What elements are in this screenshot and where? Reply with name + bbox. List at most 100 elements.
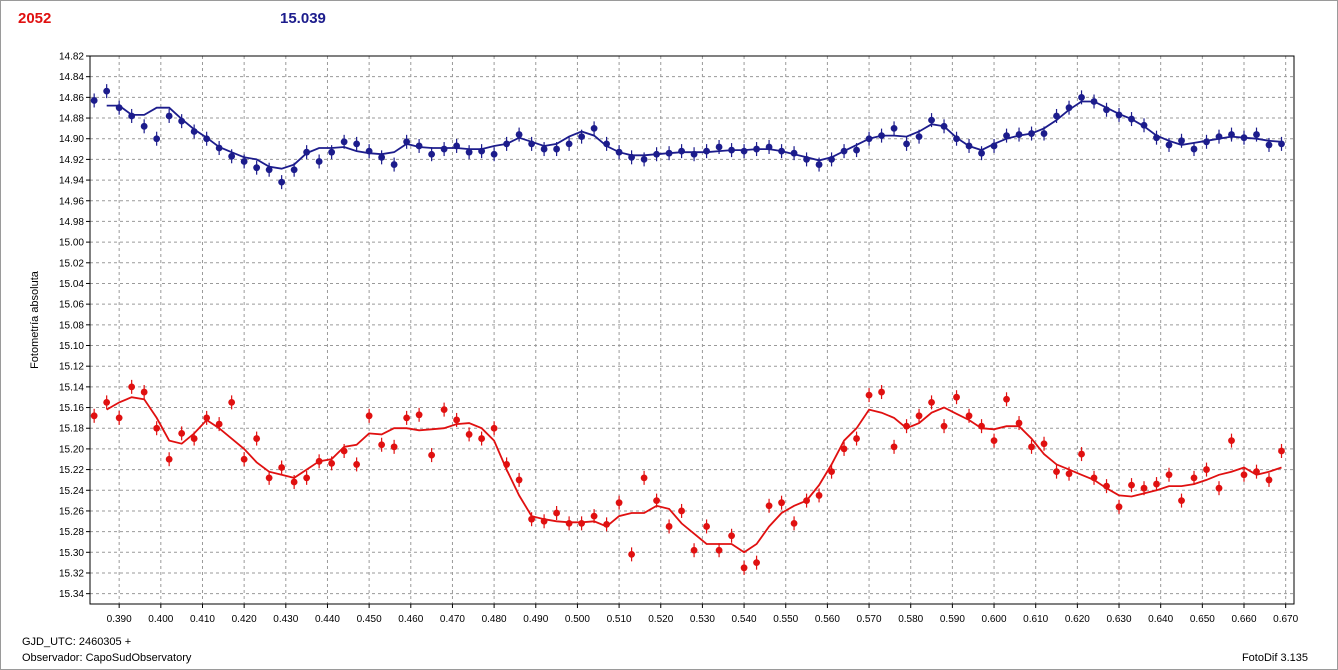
data-point	[865, 391, 873, 399]
data-point	[240, 455, 248, 463]
y-tick-label: 14.84	[59, 72, 84, 83]
x-tick-label: 0.470	[440, 614, 465, 625]
data-point	[1128, 481, 1135, 489]
data-point	[290, 166, 298, 174]
data-point	[103, 87, 111, 95]
data-point	[928, 398, 935, 406]
y-tick-label: 15.10	[59, 341, 84, 352]
data-point	[115, 104, 123, 112]
data-point	[940, 122, 948, 130]
data-point	[428, 150, 436, 158]
data-point	[90, 412, 98, 420]
data-point	[140, 388, 148, 396]
x-tick-label: 0.650	[1190, 614, 1215, 625]
x-tick-label: 0.640	[1148, 614, 1173, 625]
data-point	[603, 520, 610, 528]
data-point	[890, 443, 898, 451]
data-point	[1153, 480, 1160, 488]
data-point	[153, 135, 161, 143]
y-tick-label: 14.96	[59, 196, 84, 207]
series-group	[90, 84, 1285, 575]
data-point	[315, 457, 323, 465]
data-point	[353, 461, 361, 468]
y-tick-label: 15.02	[59, 258, 84, 269]
data-point	[703, 147, 710, 155]
data-point	[1115, 503, 1123, 511]
data-point	[1053, 112, 1060, 120]
data-point	[928, 116, 935, 124]
data-point	[728, 146, 735, 154]
y-tick-label: 15.00	[59, 238, 84, 249]
data-point	[1078, 450, 1085, 458]
data-point	[640, 155, 648, 163]
data-point	[628, 153, 635, 161]
data-point	[903, 140, 910, 148]
data-point	[478, 435, 486, 442]
data-point	[678, 147, 685, 155]
data-point	[990, 142, 998, 150]
data-point	[915, 412, 923, 420]
data-point	[790, 149, 798, 157]
data-point	[853, 146, 860, 154]
data-point	[915, 133, 923, 141]
y-tick-label: 15.34	[59, 589, 84, 600]
data-point	[953, 135, 960, 143]
y-tick-label: 15.32	[59, 568, 84, 579]
y-tick-label: 15.18	[59, 424, 84, 435]
data-point	[803, 155, 810, 163]
data-point	[1240, 471, 1248, 479]
data-point	[1015, 131, 1023, 138]
x-tick-label: 0.480	[482, 614, 507, 625]
data-point	[640, 474, 648, 482]
data-point	[228, 152, 236, 160]
x-tick-label: 0.540	[732, 614, 757, 625]
data-point	[753, 559, 760, 567]
data-point	[153, 424, 161, 432]
data-point	[228, 398, 236, 406]
y-tick-label: 15.14	[59, 382, 84, 393]
y-tick-label: 15.06	[59, 300, 84, 311]
data-point	[1253, 131, 1260, 138]
x-tick-label: 0.630	[1107, 614, 1132, 625]
x-tick-label: 0.390	[107, 614, 132, 625]
data-point	[1190, 474, 1198, 482]
x-axis: 0.390 0.400 0.410 0.420 0.430 0.440 0.450 0.460…	[107, 604, 1299, 625]
data-point	[190, 435, 198, 442]
data-point	[403, 414, 411, 422]
data-point	[540, 517, 548, 525]
data-point	[490, 424, 498, 432]
data-point	[1228, 131, 1235, 138]
data-point	[715, 143, 723, 151]
data-point	[365, 412, 373, 420]
header-left-value: 2052	[18, 10, 52, 27]
y-tick-label: 14.90	[59, 134, 84, 145]
data-point	[415, 411, 423, 419]
data-point	[715, 546, 723, 554]
data-point	[865, 135, 873, 143]
y-tick-label: 15.04	[59, 279, 84, 290]
data-point	[1140, 484, 1148, 492]
data-point	[1078, 93, 1085, 101]
data-point	[378, 441, 386, 449]
y-tick-label: 15.26	[59, 506, 84, 517]
data-point	[753, 145, 760, 153]
data-point	[165, 112, 173, 120]
data-point	[878, 388, 885, 396]
data-point	[803, 497, 810, 505]
data-point	[665, 523, 673, 530]
x-tick-label: 0.490	[523, 614, 548, 625]
data-point	[140, 122, 148, 130]
x-tick-label: 0.510	[607, 614, 632, 625]
data-point	[128, 112, 136, 120]
data-point	[1215, 133, 1223, 141]
data-point	[1028, 443, 1035, 451]
data-point	[253, 435, 261, 442]
data-point	[1090, 98, 1098, 105]
y-tick-label: 15.22	[59, 465, 84, 476]
y-axis-label: Fotometría absoluta	[29, 271, 41, 369]
x-tick-label: 0.400	[148, 614, 173, 625]
series-1	[90, 84, 1285, 190]
data-point	[765, 502, 773, 510]
data-point	[815, 492, 823, 499]
data-point	[1040, 440, 1048, 448]
